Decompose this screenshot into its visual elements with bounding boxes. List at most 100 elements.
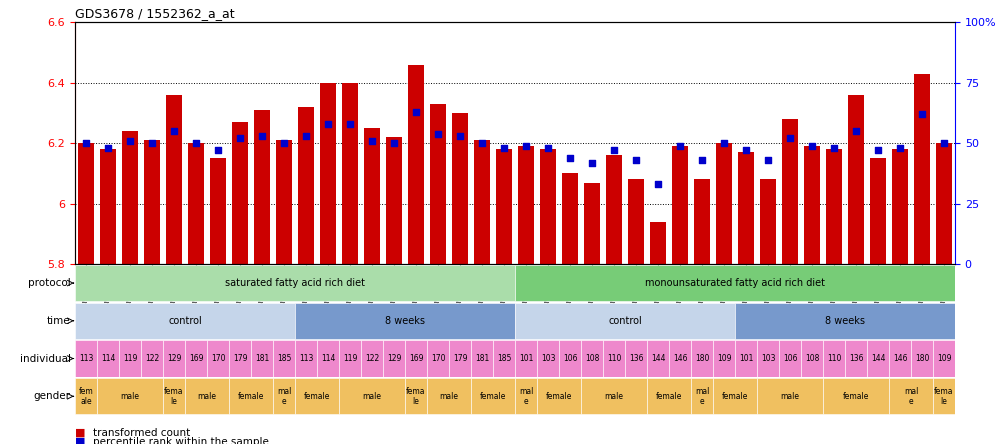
- Point: [232, 135, 248, 142]
- Text: 103: 103: [541, 354, 555, 363]
- Bar: [735, 303, 955, 339]
- Text: 108: 108: [805, 354, 819, 363]
- Bar: [276, 140, 292, 264]
- Text: 144: 144: [871, 354, 885, 363]
- Bar: [97, 378, 163, 414]
- Bar: [801, 341, 823, 377]
- Text: mal
e: mal e: [277, 387, 291, 406]
- Text: 169: 169: [189, 354, 203, 363]
- Bar: [427, 341, 449, 377]
- Bar: [427, 378, 471, 414]
- Bar: [540, 149, 556, 264]
- Bar: [496, 149, 512, 264]
- Point: [936, 140, 952, 147]
- Point: [122, 137, 138, 144]
- Bar: [97, 341, 119, 377]
- Bar: [625, 341, 647, 377]
- Text: fema
le: fema le: [934, 387, 954, 406]
- Point: [738, 147, 754, 154]
- Text: 144: 144: [651, 354, 665, 363]
- Bar: [295, 303, 515, 339]
- Point: [100, 144, 116, 151]
- Bar: [537, 341, 559, 377]
- Bar: [647, 378, 691, 414]
- Text: 181: 181: [475, 354, 489, 363]
- Point: [804, 142, 820, 149]
- Text: 110: 110: [827, 354, 841, 363]
- Bar: [914, 74, 930, 264]
- Bar: [537, 378, 581, 414]
- Bar: [430, 104, 446, 264]
- Bar: [782, 119, 798, 264]
- Bar: [716, 143, 732, 264]
- Point: [408, 108, 424, 115]
- Bar: [122, 131, 138, 264]
- Bar: [298, 107, 314, 264]
- Bar: [100, 149, 116, 264]
- Bar: [207, 341, 229, 377]
- Text: percentile rank within the sample: percentile rank within the sample: [93, 437, 269, 444]
- Text: female: female: [656, 392, 682, 401]
- Text: 170: 170: [211, 354, 225, 363]
- Point: [518, 142, 534, 149]
- Bar: [383, 341, 405, 377]
- Point: [320, 120, 336, 127]
- Bar: [361, 341, 383, 377]
- Bar: [320, 83, 336, 264]
- Bar: [185, 378, 229, 414]
- Point: [628, 157, 644, 164]
- Text: 180: 180: [695, 354, 709, 363]
- Bar: [405, 378, 427, 414]
- Text: 179: 179: [233, 354, 247, 363]
- Bar: [757, 378, 823, 414]
- Point: [496, 144, 512, 151]
- Point: [276, 140, 292, 147]
- Bar: [672, 146, 688, 264]
- Text: 113: 113: [299, 354, 313, 363]
- Point: [870, 147, 886, 154]
- Text: mal
e: mal e: [904, 387, 918, 406]
- Text: 8 weeks: 8 weeks: [385, 316, 425, 326]
- Text: protocol: protocol: [28, 278, 71, 288]
- Bar: [166, 95, 182, 264]
- Text: 109: 109: [937, 354, 951, 363]
- Point: [826, 144, 842, 151]
- Text: 136: 136: [849, 354, 863, 363]
- Bar: [559, 341, 581, 377]
- Text: 129: 129: [167, 354, 181, 363]
- Bar: [581, 378, 647, 414]
- Text: ■: ■: [75, 428, 86, 438]
- Bar: [317, 341, 339, 377]
- Bar: [713, 341, 735, 377]
- Text: saturated fatty acid rich diet: saturated fatty acid rich diet: [225, 278, 365, 288]
- Point: [694, 157, 710, 164]
- Point: [562, 154, 578, 161]
- Bar: [273, 378, 295, 414]
- Bar: [75, 265, 515, 301]
- Point: [452, 132, 468, 139]
- Text: male: male: [604, 392, 624, 401]
- Bar: [141, 341, 163, 377]
- Bar: [229, 378, 273, 414]
- Bar: [804, 146, 820, 264]
- Bar: [408, 64, 424, 264]
- Bar: [474, 140, 490, 264]
- Bar: [779, 341, 801, 377]
- Bar: [273, 341, 295, 377]
- Bar: [210, 159, 226, 264]
- Bar: [562, 174, 578, 264]
- Bar: [735, 341, 757, 377]
- Text: 181: 181: [255, 354, 269, 363]
- Text: male: male: [362, 392, 382, 401]
- Bar: [757, 341, 779, 377]
- Point: [342, 120, 358, 127]
- Text: 146: 146: [893, 354, 907, 363]
- Bar: [339, 378, 405, 414]
- Text: male: male: [120, 392, 140, 401]
- Text: time: time: [47, 316, 71, 326]
- Text: 101: 101: [739, 354, 753, 363]
- Point: [386, 140, 402, 147]
- Bar: [452, 113, 468, 264]
- Text: 114: 114: [101, 354, 115, 363]
- Bar: [229, 341, 251, 377]
